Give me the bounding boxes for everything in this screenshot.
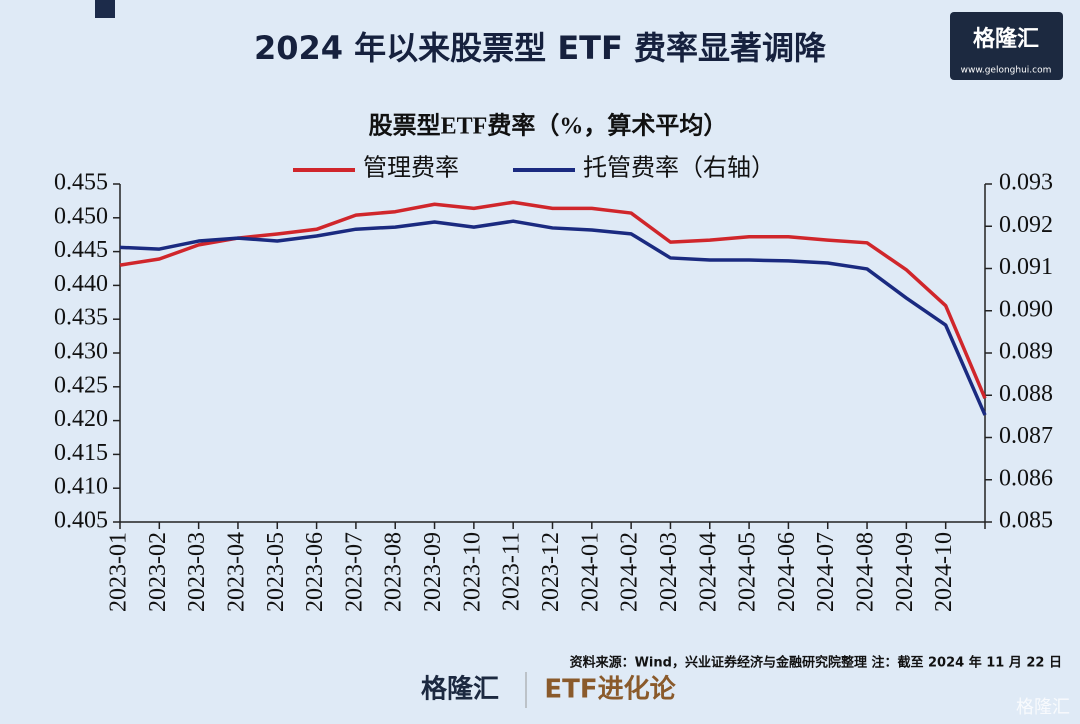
x-tick-label: 2024-05 bbox=[735, 532, 761, 612]
x-tick-label: 2023-09 bbox=[420, 532, 446, 612]
y-tick-label: 0.455 bbox=[54, 170, 108, 196]
y2-tick-label: 0.087 bbox=[999, 423, 1053, 449]
y2-tick-label: 0.090 bbox=[999, 296, 1053, 322]
logo: 格隆汇 bbox=[973, 26, 1039, 52]
x-tick-label: 2023-11 bbox=[499, 532, 525, 611]
footer-logo: 格隆汇 bbox=[421, 674, 499, 705]
y-tick-label: 0.445 bbox=[54, 237, 108, 263]
x-tick-label: 2024-06 bbox=[774, 532, 800, 612]
footer-column: ETF进化论 bbox=[544, 675, 676, 705]
x-tick-label: 2023-08 bbox=[381, 532, 407, 612]
y-tick-label: 0.410 bbox=[54, 474, 108, 500]
x-tick-label: 2023-05 bbox=[263, 532, 289, 612]
x-tick-label: 2024-07 bbox=[813, 532, 839, 612]
source-note: 资料来源：Wind，兴业证券经济与金融研究院整理 注：截至 2024 年 11 … bbox=[570, 655, 1062, 671]
y2-tick-label: 0.088 bbox=[999, 381, 1053, 407]
x-tick-label: 2023-02 bbox=[145, 532, 171, 612]
x-tick-label: 2023-06 bbox=[302, 532, 328, 612]
legend-label: 管理费率 bbox=[363, 155, 459, 182]
logo-box bbox=[950, 12, 1063, 80]
line-series bbox=[119, 200, 987, 399]
x-tick-label: 2023-07 bbox=[341, 532, 367, 612]
y2-tick-label: 0.089 bbox=[999, 339, 1053, 365]
y2-tick-label: 0.086 bbox=[999, 465, 1053, 491]
y-tick-label: 0.425 bbox=[54, 372, 108, 398]
watermark: 格隆汇 bbox=[1016, 697, 1070, 718]
y-tick-label: 0.430 bbox=[54, 339, 108, 365]
x-tick-label: 2023-03 bbox=[184, 532, 210, 612]
y-tick-label: 0.405 bbox=[54, 508, 108, 534]
x-tick-label: 2023-10 bbox=[459, 532, 485, 612]
y2-tick-label: 0.091 bbox=[999, 254, 1053, 280]
x-tick-label: 2023-04 bbox=[223, 532, 249, 612]
x-tick-label: 2024-10 bbox=[931, 532, 957, 612]
x-tick-label: 2024-08 bbox=[853, 532, 879, 612]
y-tick-label: 0.440 bbox=[54, 271, 108, 297]
y-tick-label: 0.450 bbox=[54, 203, 108, 229]
chart-subtitle: 股票型ETF费率（%，算术平均） bbox=[369, 112, 728, 140]
x-tick-label: 2024-09 bbox=[892, 532, 918, 612]
logo-url: www.gelonghui.com bbox=[961, 66, 1052, 76]
decoration bbox=[95, 0, 115, 18]
y2-tick-label: 0.093 bbox=[999, 170, 1053, 196]
x-tick-label: 2024-04 bbox=[695, 532, 721, 612]
x-tick-label: 2023-01 bbox=[106, 532, 132, 612]
y2-tick-label: 0.085 bbox=[999, 508, 1053, 534]
y-tick-label: 0.435 bbox=[54, 305, 108, 331]
x-tick-label: 2024-03 bbox=[656, 532, 682, 612]
y-tick-label: 0.415 bbox=[54, 440, 108, 466]
chart-title: 2024 年以来股票型 ETF 费率显著调降 bbox=[254, 29, 827, 67]
y-tick-label: 0.420 bbox=[54, 406, 108, 432]
line-series bbox=[119, 219, 987, 416]
x-tick-label: 2024-02 bbox=[617, 532, 643, 612]
legend-label: 托管费率（右轴） bbox=[583, 155, 775, 182]
x-tick-label: 2024-01 bbox=[577, 532, 603, 612]
x-tick-label: 2023-12 bbox=[538, 532, 564, 612]
y2-tick-label: 0.092 bbox=[999, 212, 1053, 238]
